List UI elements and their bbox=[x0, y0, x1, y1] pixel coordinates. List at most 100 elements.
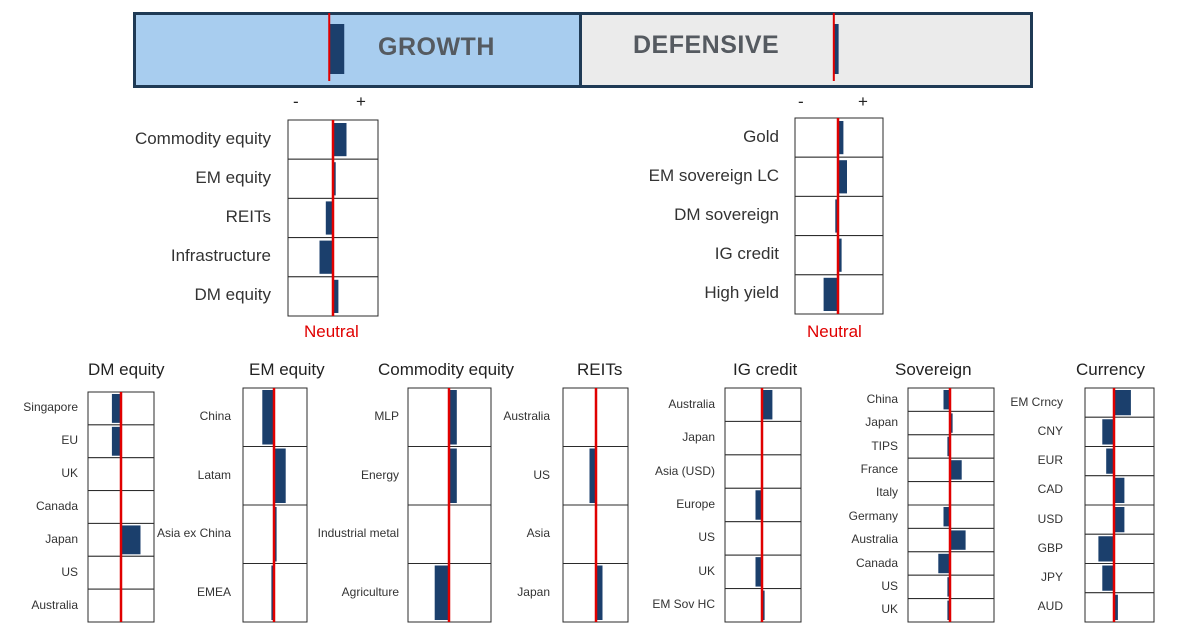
reits-label-us: US bbox=[533, 467, 550, 482]
dm-equity-label-japan: Japan bbox=[45, 531, 78, 546]
reits-label-asia: Asia bbox=[526, 526, 550, 541]
dm-equity-bar-singapore bbox=[111, 394, 121, 423]
commodity-equity-bar-energy bbox=[449, 448, 457, 503]
dm-equity-panel-title: DM equity bbox=[88, 360, 165, 379]
reits-label-japan: Japan bbox=[517, 584, 550, 599]
growth-banner-bar bbox=[329, 24, 345, 74]
currency-bar-em-crncy bbox=[1114, 390, 1131, 416]
currency-row-cell bbox=[1084, 446, 1155, 477]
sovereign-label-japan: Japan bbox=[865, 415, 898, 430]
dm-equity-label-eu: EU bbox=[61, 433, 78, 448]
growth-bar-infrastructure bbox=[319, 240, 333, 274]
commodity-equity-panel-title: Commodity equity bbox=[378, 360, 515, 379]
sovereign-bar-japan bbox=[950, 413, 953, 433]
commodity-equity-label-industrial-metal: Industrial metal bbox=[317, 526, 399, 541]
ig-credit-label-europe: Europe bbox=[676, 497, 715, 511]
dm-equity-label-canada: Canada bbox=[35, 499, 78, 513]
growth-label-dm-equity: DM equity bbox=[194, 285, 271, 305]
ig-credit-label-em-sov-hc: EM Sov HC bbox=[652, 597, 715, 612]
defensive-label: DEFENSIVE bbox=[633, 31, 780, 59]
currency-label-gbp: GBP bbox=[1037, 540, 1063, 555]
sovereign-label-france: France bbox=[860, 461, 898, 476]
currency-bar-gbp bbox=[1098, 536, 1114, 562]
sovereign-label-us: US bbox=[881, 578, 898, 593]
sovereign-bar-tips bbox=[947, 436, 950, 457]
reits-panel-title: REITs bbox=[577, 360, 623, 379]
currency-bar-usd bbox=[1114, 507, 1125, 533]
ig-credit-label-australia: Australia bbox=[668, 396, 715, 411]
ig-credit-bar-australia bbox=[762, 390, 773, 420]
dm-equity-label-singapore: Singapore bbox=[23, 400, 78, 415]
currency-label-jpy: JPY bbox=[1040, 570, 1063, 585]
growth-bar-dm-equity bbox=[333, 279, 339, 313]
sovereign-bar-uk bbox=[947, 600, 950, 620]
sovereign-label-tips: TIPS bbox=[871, 438, 898, 453]
currency-bar-cad bbox=[1114, 477, 1125, 503]
ig-credit-bar-europe bbox=[755, 490, 762, 520]
currency-bar-aud bbox=[1114, 594, 1118, 620]
growth-minus-label: - bbox=[293, 92, 299, 111]
dm-equity-bar-japan bbox=[121, 525, 141, 555]
sovereign-label-canada: Canada bbox=[855, 555, 898, 570]
defensive-banner-bar bbox=[833, 24, 839, 74]
defensive-bar-gold bbox=[838, 121, 844, 155]
commodity-equity-label-agriculture: Agriculture bbox=[341, 584, 399, 599]
defensive-minus-label: - bbox=[798, 92, 804, 111]
sovereign-label-china: China bbox=[866, 391, 898, 406]
em-equity-bar-china bbox=[262, 390, 274, 445]
ig-credit-label-asia-usd: Asia (USD) bbox=[654, 463, 715, 478]
sovereign-panel-title: Sovereign bbox=[895, 360, 972, 379]
growth-bar-em-equity bbox=[333, 162, 336, 196]
dm-equity-label-australia: Australia bbox=[31, 597, 78, 612]
defensive-bar-em-sovereign-lc bbox=[838, 160, 847, 194]
currency-bar-eur bbox=[1106, 448, 1114, 474]
sovereign-bar-canada bbox=[938, 553, 950, 574]
sovereign-bar-germany bbox=[943, 507, 950, 527]
em-equity-bar-latam bbox=[274, 448, 286, 503]
dm-equity-label-us: US bbox=[61, 564, 78, 579]
currency-label-em-crncy: EM Crncy bbox=[1010, 394, 1063, 409]
currency-row-cell bbox=[1084, 533, 1155, 564]
defensive-bar-high-yield bbox=[823, 277, 838, 311]
currency-bar-cny bbox=[1102, 419, 1114, 445]
growth-label-infrastructure: Infrastructure bbox=[170, 246, 271, 266]
defensive-label-dm-sovereign: DM sovereign bbox=[674, 205, 779, 224]
defensive-neutral-label: Neutral bbox=[807, 322, 862, 341]
sovereign-label-italy: Italy bbox=[875, 485, 898, 500]
growth-label: GROWTH bbox=[378, 33, 495, 61]
defensive-bar-dm-sovereign bbox=[835, 199, 838, 233]
sovereign-label-australia: Australia bbox=[851, 532, 898, 547]
sovereign-bar-australia bbox=[950, 530, 966, 550]
em-equity-bar-asia-ex-china bbox=[274, 507, 277, 562]
growth-neutral-label: Neutral bbox=[304, 322, 359, 341]
defensive-plus-label: + bbox=[858, 92, 868, 111]
growth-label-em-equity: EM equity bbox=[195, 167, 271, 187]
sovereign-label-germany: Germany bbox=[848, 508, 898, 523]
defensive-label-high-yield: High yield bbox=[704, 283, 779, 303]
ig-credit-label-japan: Japan bbox=[682, 430, 715, 445]
defensive-banner bbox=[579, 12, 1033, 88]
currency-label-cad: CAD bbox=[1037, 482, 1063, 497]
ig-credit-panel-title: IG credit bbox=[733, 360, 798, 379]
currency-label-eur: EUR bbox=[1037, 453, 1063, 468]
currency-row-cell bbox=[1084, 563, 1155, 594]
ig-credit-bar-uk bbox=[755, 557, 762, 587]
growth-label-commodity-equity: Commodity equity bbox=[134, 128, 271, 148]
dm-equity-bar-eu bbox=[111, 426, 121, 456]
sovereign-bar-china bbox=[943, 390, 950, 410]
sovereign-label-uk: UK bbox=[881, 602, 898, 617]
reits-bar-japan bbox=[596, 565, 603, 620]
commodity-equity-bar-agriculture bbox=[434, 565, 449, 620]
ig-credit-label-us: US bbox=[698, 530, 715, 545]
growth-bar-reits bbox=[325, 201, 333, 235]
commodity-equity-label-mlp: MLP bbox=[374, 409, 399, 424]
em-equity-label-asia-ex-china: Asia ex China bbox=[156, 526, 231, 541]
reits-label-australia: Australia bbox=[503, 409, 550, 424]
sovereign-bar-us bbox=[947, 577, 950, 597]
currency-panel-title: Currency bbox=[1076, 360, 1145, 379]
currency-label-aud: AUD bbox=[1037, 599, 1063, 614]
growth-plus-label: + bbox=[356, 92, 366, 111]
currency-label-cny: CNY bbox=[1037, 423, 1063, 438]
defensive-bar-ig-credit bbox=[838, 238, 842, 272]
currency-label-usd: USD bbox=[1037, 511, 1063, 526]
